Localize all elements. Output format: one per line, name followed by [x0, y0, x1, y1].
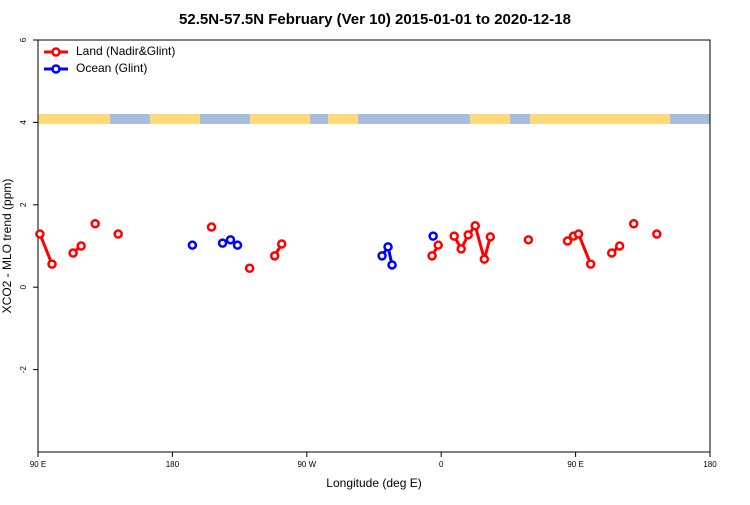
y-tick-label: 4: [19, 120, 28, 125]
legend-label: Land (Nadir&Glint): [76, 44, 175, 58]
data-point: [652, 229, 662, 239]
data-point: [479, 254, 490, 264]
data-point: [187, 240, 198, 250]
data-point: [614, 241, 625, 251]
data-point: [206, 222, 217, 232]
data-point: [377, 251, 387, 261]
data-point: [456, 244, 466, 254]
y-tick-label: 0: [19, 284, 28, 289]
y-tick-label: 2: [19, 202, 28, 207]
data-point: [606, 248, 617, 258]
x-tick-label: 90 W: [297, 460, 316, 469]
data-point: [269, 251, 280, 261]
series-line: [223, 236, 434, 265]
map-strip: [38, 114, 710, 124]
series-line: [40, 226, 657, 264]
x-tick-label: 90 E: [30, 460, 46, 469]
data-point: [523, 235, 534, 245]
data-point: [232, 240, 243, 250]
data-point: [470, 221, 480, 231]
chart-title: 52.5N-57.5N February (Ver 10) 2015-01-01…: [179, 11, 571, 28]
legend-marker: [51, 47, 61, 57]
data-point: [35, 229, 45, 239]
y-axis-label: XCO2 - MLO trend (ppm): [0, 179, 14, 314]
data-point: [276, 239, 287, 249]
y-tick-label: 6: [19, 37, 28, 42]
data-point: [449, 231, 459, 241]
data-point: [463, 230, 473, 240]
x-tick-label: 180: [166, 460, 180, 469]
data-point: [383, 242, 393, 252]
data-point: [573, 229, 584, 239]
x-tick-label: 180: [703, 460, 717, 469]
x-tick-label: 0: [439, 460, 444, 469]
data-point: [428, 231, 438, 241]
data-point: [90, 219, 100, 229]
data-point: [562, 236, 573, 246]
data-point: [76, 241, 86, 251]
plot-frame: [37, 39, 711, 453]
data-point: [427, 251, 437, 261]
legend-label: Ocean (Glint): [76, 61, 147, 75]
data-point: [68, 248, 78, 258]
data-point: [485, 232, 496, 242]
data-point: [585, 259, 596, 269]
legend-marker: [51, 64, 61, 74]
data-point: [387, 260, 397, 270]
data-point: [47, 259, 57, 269]
data-point: [225, 235, 236, 245]
data-point: [628, 219, 639, 229]
data-point: [433, 240, 443, 250]
data-point: [244, 263, 255, 273]
data-point: [113, 229, 123, 239]
data-point: [217, 238, 228, 248]
y-tick-label: -2: [19, 365, 28, 373]
x-axis-label: Longitude (deg E): [326, 476, 421, 490]
x-tick-label: 90 E: [567, 460, 583, 469]
